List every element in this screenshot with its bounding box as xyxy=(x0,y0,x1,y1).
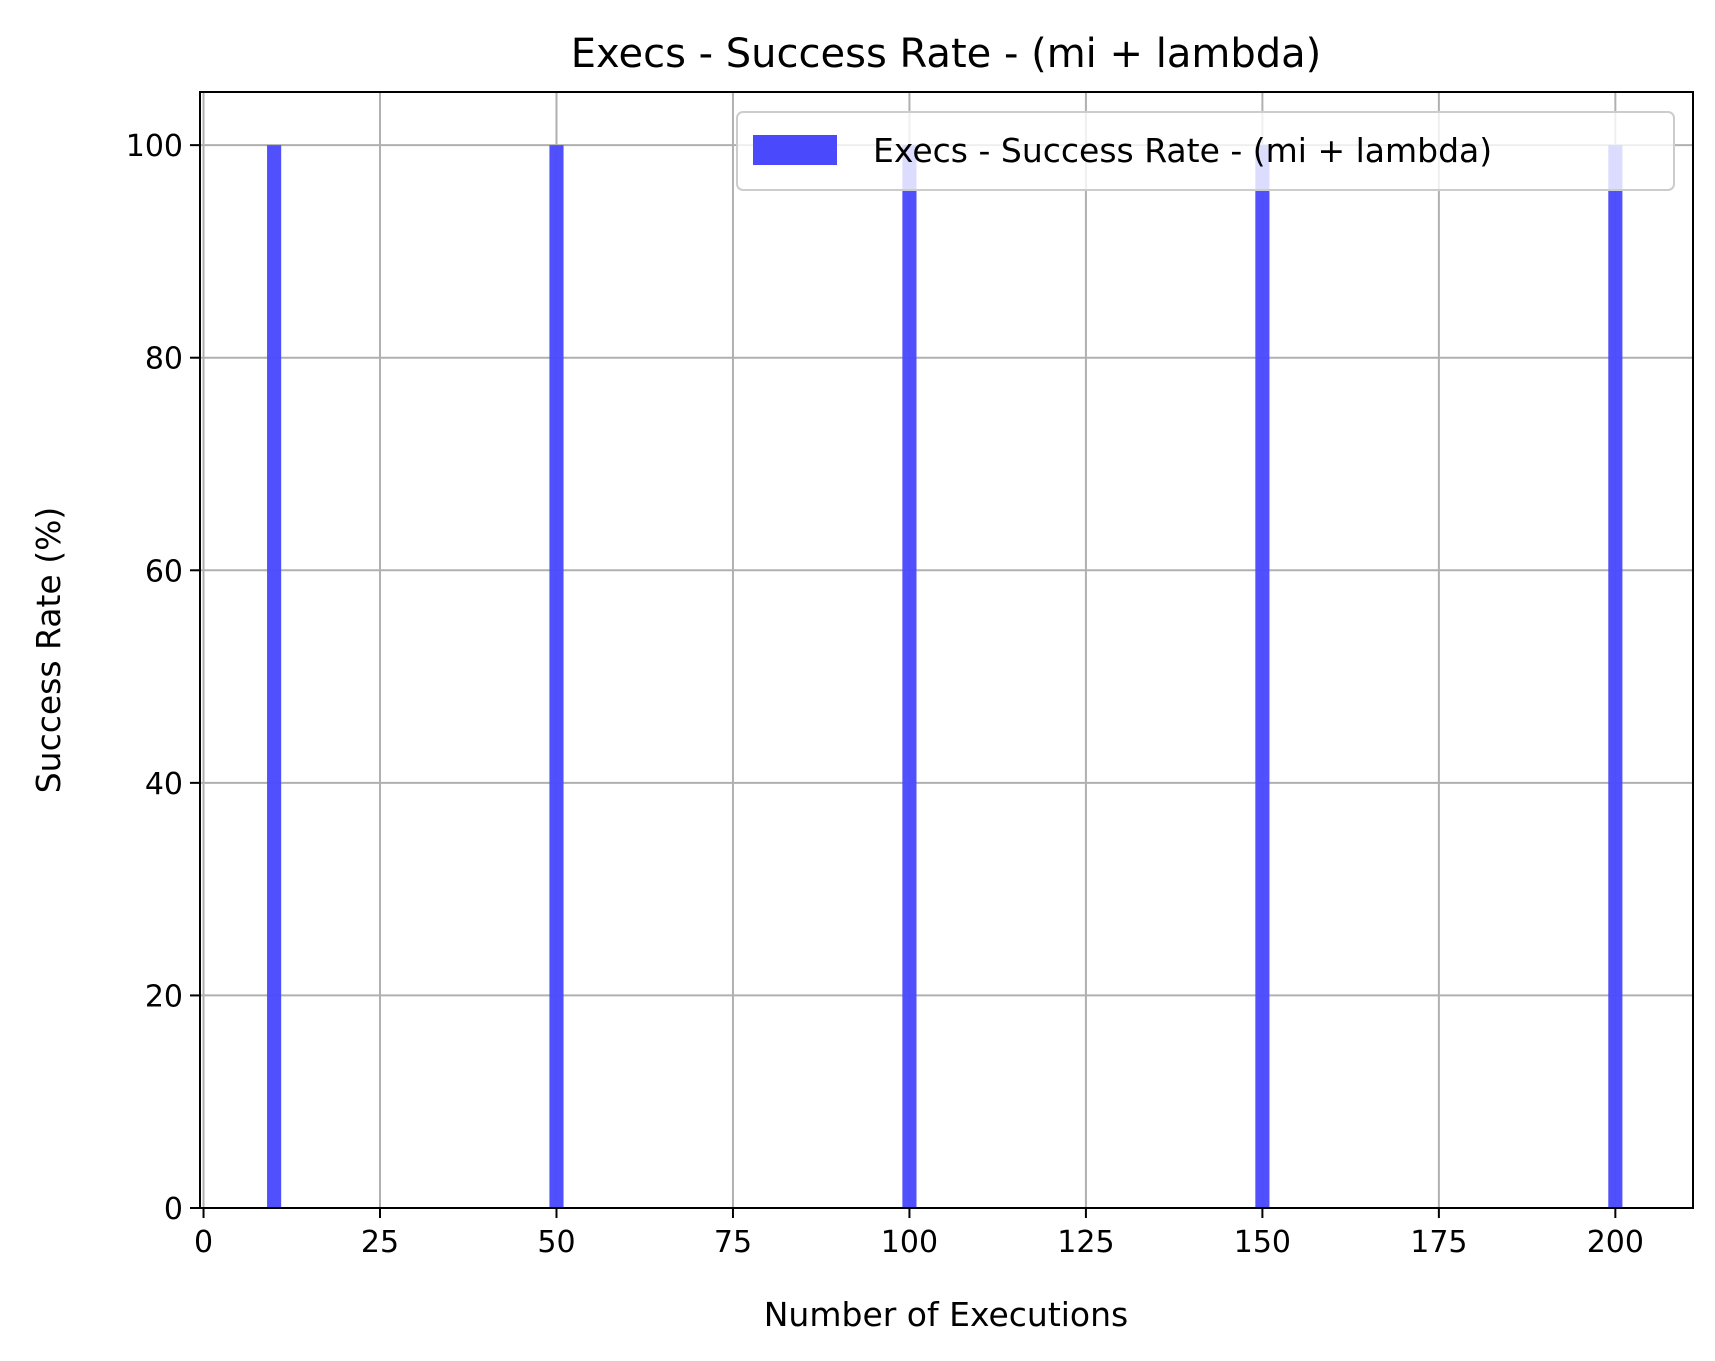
legend-label: Execs - Success Rate - (mi + lambda) xyxy=(873,131,1492,170)
y-tick-label: 60 xyxy=(145,554,183,589)
x-tick-label: 25 xyxy=(361,1225,399,1260)
x-tick-label: 125 xyxy=(1057,1225,1114,1260)
bar xyxy=(902,145,917,1209)
x-tick-label: 200 xyxy=(1587,1225,1644,1260)
legend-box xyxy=(736,111,1675,191)
x-tick-label: 175 xyxy=(1410,1225,1467,1260)
x-axis-ticks: 0 25 50 75 100 125 150 175 200 xyxy=(194,1208,1644,1260)
bars xyxy=(267,145,1623,1209)
legend-swatch xyxy=(753,135,837,165)
y-tick-label: 20 xyxy=(145,979,183,1014)
bar xyxy=(1608,145,1623,1209)
x-axis-title: Number of Executions xyxy=(764,1295,1128,1334)
y-tick-label: 40 xyxy=(145,767,183,802)
bar xyxy=(549,145,564,1209)
y-tick-label: 0 xyxy=(164,1192,183,1227)
x-tick-label: 100 xyxy=(881,1225,938,1260)
bar xyxy=(1255,145,1270,1209)
chart-title: Execs - Success Rate - (mi + lambda) xyxy=(571,31,1321,77)
legend: Execs - Success Rate - (mi + lambda) xyxy=(736,111,1675,191)
plot-frame xyxy=(199,91,1694,1209)
x-tick-label: 75 xyxy=(714,1225,752,1260)
y-tick-label: 100 xyxy=(126,129,183,164)
bar xyxy=(267,145,282,1209)
y-tick-label: 80 xyxy=(145,342,183,377)
x-tick-label: 150 xyxy=(1234,1225,1291,1260)
x-tick-label: 50 xyxy=(537,1225,575,1260)
y-axis-title: Success Rate (%) xyxy=(29,507,68,794)
x-tick-label: 0 xyxy=(194,1225,213,1260)
y-axis-ticks: 0 20 40 60 80 100 xyxy=(126,129,200,1227)
